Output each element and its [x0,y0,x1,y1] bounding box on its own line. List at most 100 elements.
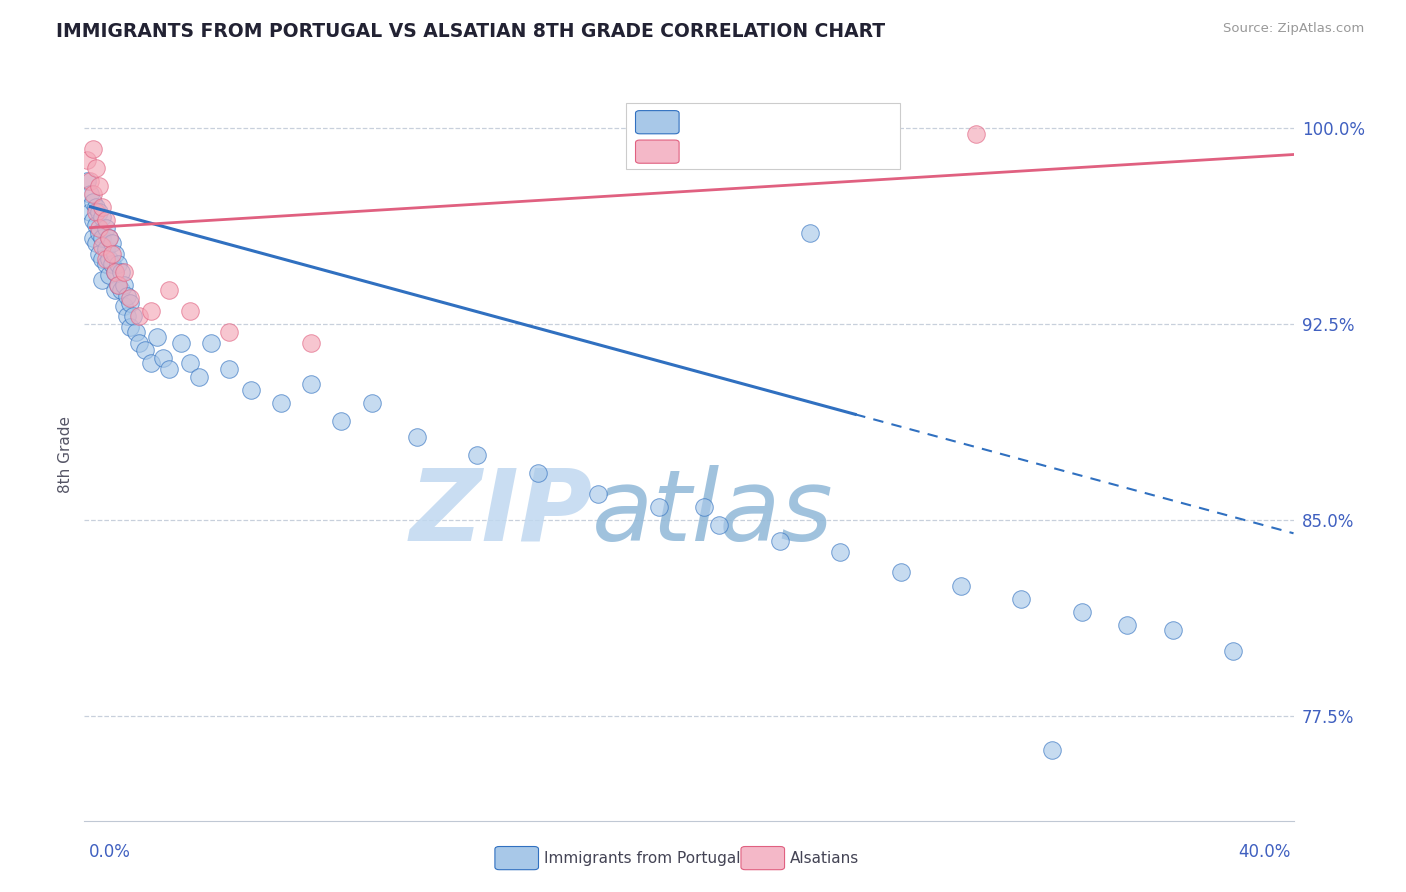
Point [82,231,104,245]
Text: R = -0.324   N = 73: R = -0.324 N = 73 [685,113,862,131]
Point [799,226,821,240]
Point [89,247,111,261]
Point [94,242,117,256]
Point [170,335,193,350]
Point [157,361,180,376]
Point [830,544,852,558]
Point [112,265,135,279]
Point [1222,644,1244,658]
Point [128,335,150,350]
Point [97,231,120,245]
Point [1071,605,1094,619]
Point [152,351,174,366]
Point [218,325,240,339]
Point [1010,591,1032,606]
Point [100,247,122,261]
Point [526,467,548,481]
Text: R =  0.308   N = 25: R = 0.308 N = 25 [685,143,860,161]
Point [270,395,292,409]
Point [139,304,162,318]
Point [82,186,104,201]
Point [76,174,98,188]
Point [157,284,180,298]
Point [239,383,262,397]
Point [104,284,127,298]
Point [91,200,114,214]
Point [104,247,127,261]
Point [588,487,610,501]
Point [97,231,120,245]
Point [406,430,429,444]
Point [89,205,111,219]
Point [121,310,143,324]
Point [104,265,127,279]
Point [179,304,201,318]
Point [110,284,132,298]
Point [146,330,169,344]
Point [86,218,108,232]
Point [89,220,111,235]
Text: Immigrants from Portugal: Immigrants from Portugal [544,851,741,865]
Text: 0.0%: 0.0% [89,843,131,861]
Point [91,252,114,266]
Point [112,278,135,293]
Point [94,252,117,266]
Point [97,252,120,266]
Point [79,205,101,219]
Point [188,369,211,384]
Point [104,265,127,279]
Point [965,127,987,141]
Point [94,220,117,235]
Point [82,142,104,156]
Point [82,194,104,209]
Text: Source: ZipAtlas.com: Source: ZipAtlas.com [1223,22,1364,36]
Point [299,335,322,350]
Y-axis label: 8th Grade: 8th Grade [58,417,73,493]
Point [91,273,114,287]
Point [86,236,108,251]
Point [950,578,973,592]
Point [91,231,114,245]
Point [82,212,104,227]
Point [467,448,489,462]
Point [86,200,108,214]
Point [179,357,201,371]
Point [115,288,138,302]
Point [107,278,129,293]
Point [100,236,122,251]
Point [79,186,101,201]
Point [79,174,101,188]
Point [1116,617,1139,632]
Point [89,226,111,240]
Point [112,299,135,313]
Point [118,291,141,305]
Point [360,395,382,409]
Point [1161,623,1184,637]
Point [218,361,240,376]
Point [97,268,120,282]
Text: ZIP: ZIP [409,465,592,562]
Point [110,265,132,279]
Point [139,357,162,371]
Point [94,212,117,227]
Point [647,500,671,515]
Point [89,178,111,193]
Point [91,239,114,253]
Point [94,257,117,271]
Point [693,500,716,515]
Point [86,205,108,219]
Point [125,325,148,339]
Point [134,343,156,358]
Point [100,257,122,271]
Point [86,161,108,175]
Point [330,414,353,428]
Point [107,257,129,271]
Text: Alsatians: Alsatians [790,851,859,865]
Point [1040,743,1063,757]
Point [200,335,222,350]
Text: atlas: atlas [592,465,834,562]
Point [128,310,150,324]
Point [76,153,98,167]
Text: 40.0%: 40.0% [1239,843,1291,861]
Point [890,566,912,580]
